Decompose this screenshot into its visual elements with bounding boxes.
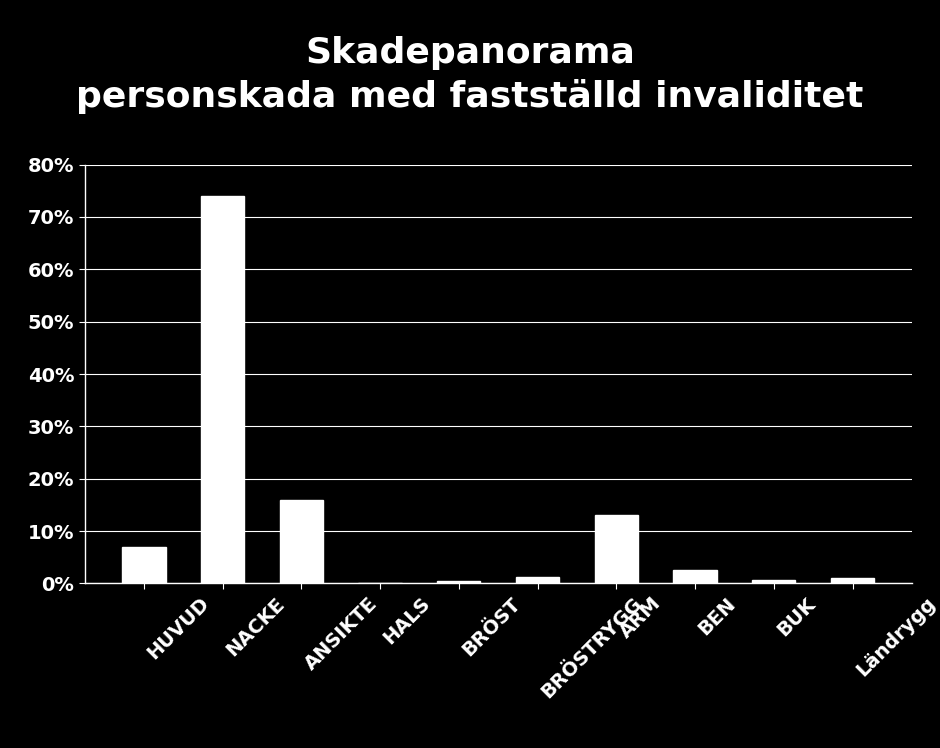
Bar [122,547,165,583]
Bar [201,196,244,583]
Bar [752,580,795,583]
Bar [437,581,480,583]
Bar [673,571,716,583]
Bar [280,500,323,583]
Bar [831,578,874,583]
Text: Skadepanorama
personskada med fastställd invaliditet: Skadepanorama personskada med fastställd… [76,36,864,114]
Bar [595,515,638,583]
Bar [516,577,559,583]
